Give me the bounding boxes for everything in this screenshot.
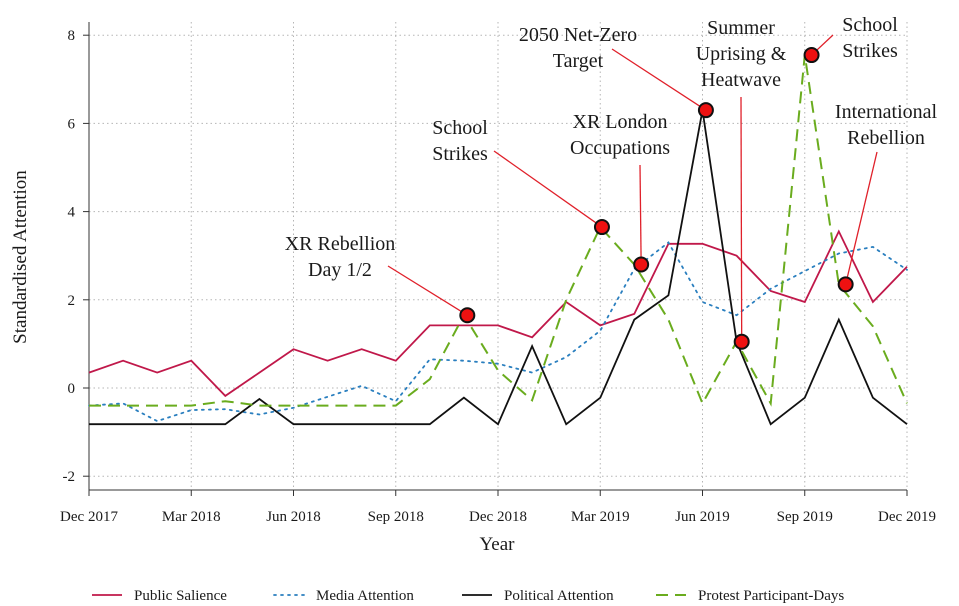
y-tick-label: 8	[68, 28, 76, 44]
legend-label: Media Attention	[316, 588, 414, 604]
series-line-4	[89, 54, 908, 407]
series-lines	[88, 54, 908, 426]
axes: -2 0 2 4 6 8 Dec 2017 Mar 2018 Jun 2018 Sep 2018 D…	[60, 22, 936, 525]
event-marker	[633, 256, 650, 273]
annotation-label-line: Rebellion	[847, 127, 925, 149]
x-axis-label: Year	[479, 534, 515, 555]
y-axis-label: Standardised Attention	[10, 170, 31, 344]
x-tick-label: Dec 2017	[60, 509, 118, 525]
x-tick-label: Sep 2018	[368, 509, 424, 525]
annotation-leader	[740, 96, 743, 342]
annotation-label-line: Summer	[707, 17, 775, 39]
annotation-label-line: School	[842, 14, 898, 36]
legend-label: Public Salience	[134, 588, 227, 604]
annotation-label-line: 2050 Net-Zero	[519, 24, 637, 46]
annotation-leader	[493, 150, 603, 228]
annotation-leader	[845, 151, 878, 285]
annotation-label-line: International	[835, 101, 938, 123]
x-tick-label: Mar 2019	[571, 509, 630, 525]
y-tick-label: -2	[63, 469, 76, 485]
annotation-label-line: Uprising &	[696, 43, 787, 65]
annotation-label: International Rebellion	[835, 101, 938, 149]
x-tick-label: Jun 2019	[675, 509, 730, 525]
annotation-leader	[639, 164, 642, 265]
annotation-label: XR Rebellion Day 1/2	[285, 233, 396, 281]
annotation-label: School Strikes	[842, 14, 898, 62]
annotation-leader	[387, 265, 468, 316]
event-marker	[803, 47, 820, 64]
annotation-label-line: Strikes	[432, 143, 488, 165]
annotation-label-line: School	[432, 117, 488, 139]
series-line-2	[88, 241, 908, 423]
x-tick-label: Sep 2019	[777, 509, 833, 525]
series-line-3	[89, 110, 908, 426]
event-marker	[733, 333, 750, 350]
event-marker	[837, 276, 854, 293]
x-tick-label: Dec 2018	[469, 509, 527, 525]
annotation-label-line: Occupations	[570, 137, 670, 159]
y-tick-label: 6	[68, 116, 76, 132]
annotation-label: XR London Occupations	[570, 111, 670, 159]
event-marker	[459, 307, 476, 324]
event-annotations: XR Rebellion Day 1/2 School Strikes XR Londo…	[285, 14, 938, 350]
annotation-leader	[611, 48, 707, 111]
gridlines	[88, 22, 908, 490]
annotation-label: School Strikes	[432, 117, 488, 165]
x-tick-label: Jun 2018	[266, 509, 321, 525]
annotation-label-line: XR Rebellion	[285, 233, 396, 255]
y-tick-label: 4	[68, 205, 76, 221]
annotation-label-line: XR London	[573, 111, 668, 133]
legend-label: Political Attention	[504, 588, 614, 604]
annotation-label: Summer Uprising & Heatwave	[696, 17, 787, 91]
annotation-label-line: Day 1/2	[308, 259, 372, 281]
annotation-label-line: Heatwave	[701, 69, 781, 91]
annotation-label-line: Strikes	[842, 40, 898, 62]
series-line-1	[88, 229, 908, 398]
y-tick-label: 2	[68, 293, 76, 309]
event-marker	[697, 102, 714, 119]
x-tick-label: Dec 2019	[878, 509, 936, 525]
legend-label: Protest Participant-Days	[698, 588, 844, 604]
annotation-label: 2050 Net-Zero Target	[519, 24, 637, 72]
event-marker	[593, 219, 610, 236]
annotation-label-line: Target	[553, 50, 604, 72]
y-tick-label: 0	[68, 381, 76, 397]
legend: Public Salience Media Attention Political …	[92, 588, 844, 604]
x-tick-label: Mar 2018	[162, 509, 221, 525]
